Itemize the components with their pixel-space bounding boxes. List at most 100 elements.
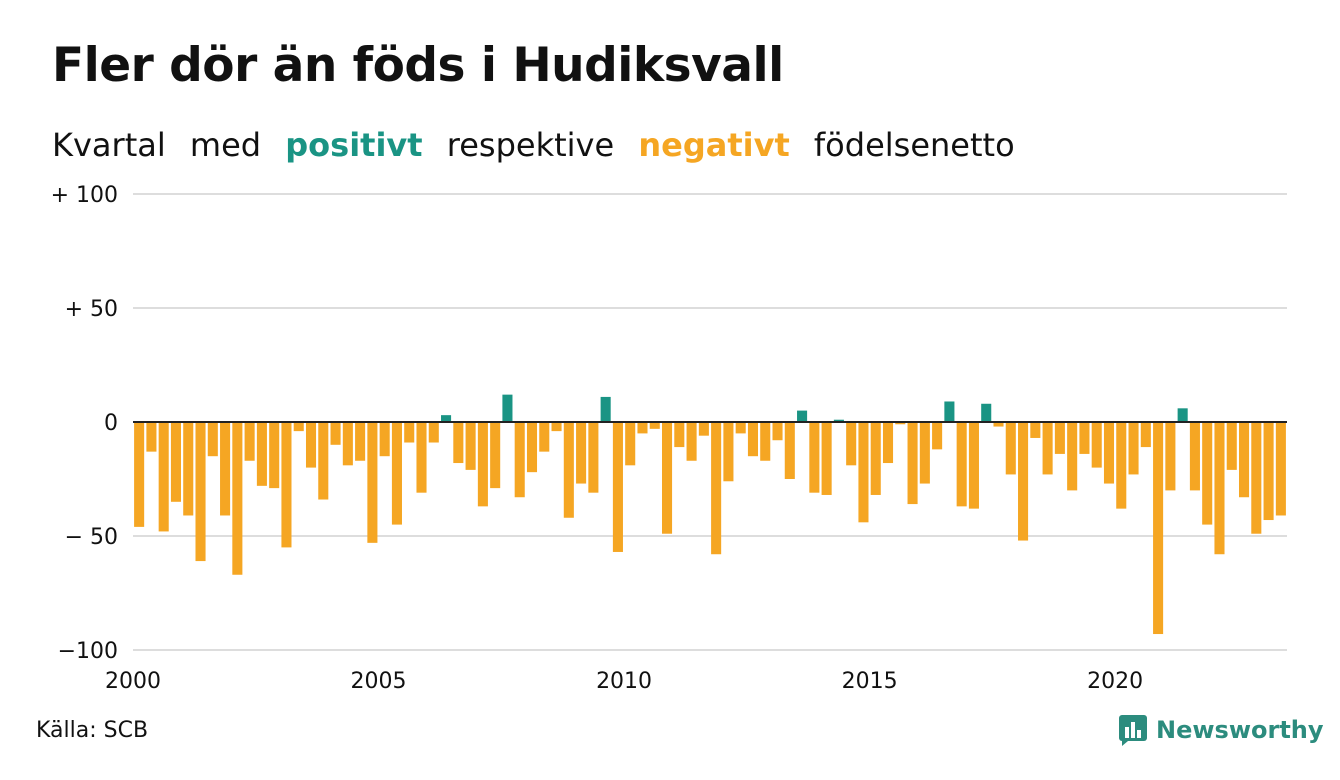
bar-negative — [674, 422, 685, 448]
bar-negative — [1202, 422, 1213, 525]
x-tick-label: 2010 — [596, 669, 652, 694]
bar-positive — [1177, 408, 1188, 422]
bar-negative — [698, 422, 709, 436]
bar-negative — [993, 422, 1004, 427]
brand-name: Newsworthy — [1156, 716, 1324, 744]
bar-negative — [1103, 422, 1115, 484]
bar-negative — [244, 422, 255, 461]
bar-positive — [833, 419, 844, 422]
bar-negative — [367, 422, 378, 543]
bar-negative — [932, 422, 943, 450]
bar-negative — [539, 422, 550, 452]
bar-negative — [895, 422, 906, 425]
bar-negative — [330, 422, 341, 445]
bar-negative — [588, 422, 599, 493]
bar-negative — [269, 422, 280, 489]
bar-negative — [355, 422, 366, 461]
subtitle-positive-label: positivt — [285, 126, 423, 164]
bar-negative — [183, 422, 194, 516]
x-tick-label: 2015 — [842, 669, 898, 694]
y-tick-label: 0 — [104, 411, 118, 436]
bar-negative — [551, 422, 562, 432]
bar-negative — [625, 422, 636, 466]
bar-negative — [760, 422, 771, 461]
bar-negative — [428, 422, 439, 443]
subtitle-word-respektive: respektive — [446, 126, 615, 164]
bar-negative — [1018, 422, 1029, 541]
newsworthy-logo-icon — [1119, 715, 1147, 746]
bar-negative — [649, 422, 660, 429]
bar-negative — [846, 422, 857, 466]
y-tick-label: −100 — [58, 639, 118, 664]
bar-negative — [170, 422, 181, 502]
bar-negative — [1251, 422, 1262, 534]
source-note: Källa: SCB — [36, 718, 149, 743]
bar-negative — [318, 422, 329, 500]
bar-negative — [1079, 422, 1090, 454]
bar-negative — [207, 422, 218, 457]
bar-negative — [858, 422, 869, 523]
bar-negative — [256, 422, 267, 486]
bar-negative — [1214, 422, 1225, 555]
bars — [134, 394, 1286, 635]
bar-negative — [576, 422, 587, 484]
bar-negative — [1042, 422, 1053, 475]
bar-negative — [342, 422, 353, 466]
bar-negative — [281, 422, 292, 548]
bar-negative — [526, 422, 538, 473]
bar-negative — [723, 422, 734, 482]
bar-negative — [465, 422, 476, 470]
bar-negative — [1226, 422, 1237, 470]
bar-negative — [907, 422, 918, 505]
x-tick-label: 2005 — [351, 669, 407, 694]
subtitle-word-kvartal: Kvartal — [52, 126, 166, 164]
y-tick-label: + 100 — [51, 183, 118, 208]
bar-positive — [441, 415, 452, 422]
bar-positive — [797, 410, 808, 422]
bar-negative — [1128, 422, 1139, 475]
subtitle-negative-label: negativt — [638, 126, 790, 164]
bar-negative — [514, 422, 525, 498]
x-tick-label: 2000 — [105, 669, 161, 694]
bar-negative — [1153, 422, 1164, 635]
chart-title: Fler dör än föds i Hudiksvall — [52, 38, 784, 93]
bar-negative — [563, 422, 574, 518]
bar-negative — [772, 422, 783, 441]
bar-negative — [1091, 422, 1102, 468]
bar-negative — [1140, 422, 1151, 448]
bar-negative — [1054, 422, 1065, 454]
bar-negative — [1005, 422, 1016, 475]
x-tick-label: 2020 — [1087, 669, 1143, 694]
axes: + 100 + 50 0 − 50 −100 2000 2005 2010 2015 2020 — [51, 183, 1287, 694]
bar-negative — [1263, 422, 1274, 521]
bar-negative — [134, 422, 145, 527]
bar-negative — [404, 422, 415, 443]
y-tick-label: − 50 — [65, 525, 118, 550]
bar-positive — [981, 403, 992, 422]
bar-positive — [502, 394, 513, 422]
brand-logo[interactable]: Newsworthy — [1118, 714, 1324, 746]
bar-negative — [1067, 422, 1078, 491]
bar-negative — [146, 422, 157, 452]
bar-negative — [1116, 422, 1127, 509]
bar-negative — [882, 422, 894, 464]
subtitle-word-med: med — [189, 126, 262, 164]
bar-negative — [220, 422, 231, 516]
gridlines — [133, 193, 1287, 651]
bar-negative — [821, 422, 832, 495]
bar-negative — [379, 422, 390, 457]
bar-negative — [305, 422, 317, 468]
bar-positive — [944, 401, 955, 422]
bar-negative — [158, 422, 169, 532]
bar-negative — [477, 422, 488, 507]
bar-negative — [747, 422, 758, 457]
bar-negative — [1189, 422, 1200, 491]
chart-subtitle: Kvartal med positivt respektive negativt… — [52, 126, 1029, 164]
bar-negative — [870, 422, 881, 495]
bar-negative — [453, 422, 464, 464]
bar-negative — [735, 422, 746, 434]
bar-negative — [809, 422, 820, 493]
bar-negative — [956, 422, 967, 507]
bar-negative — [1165, 422, 1176, 491]
